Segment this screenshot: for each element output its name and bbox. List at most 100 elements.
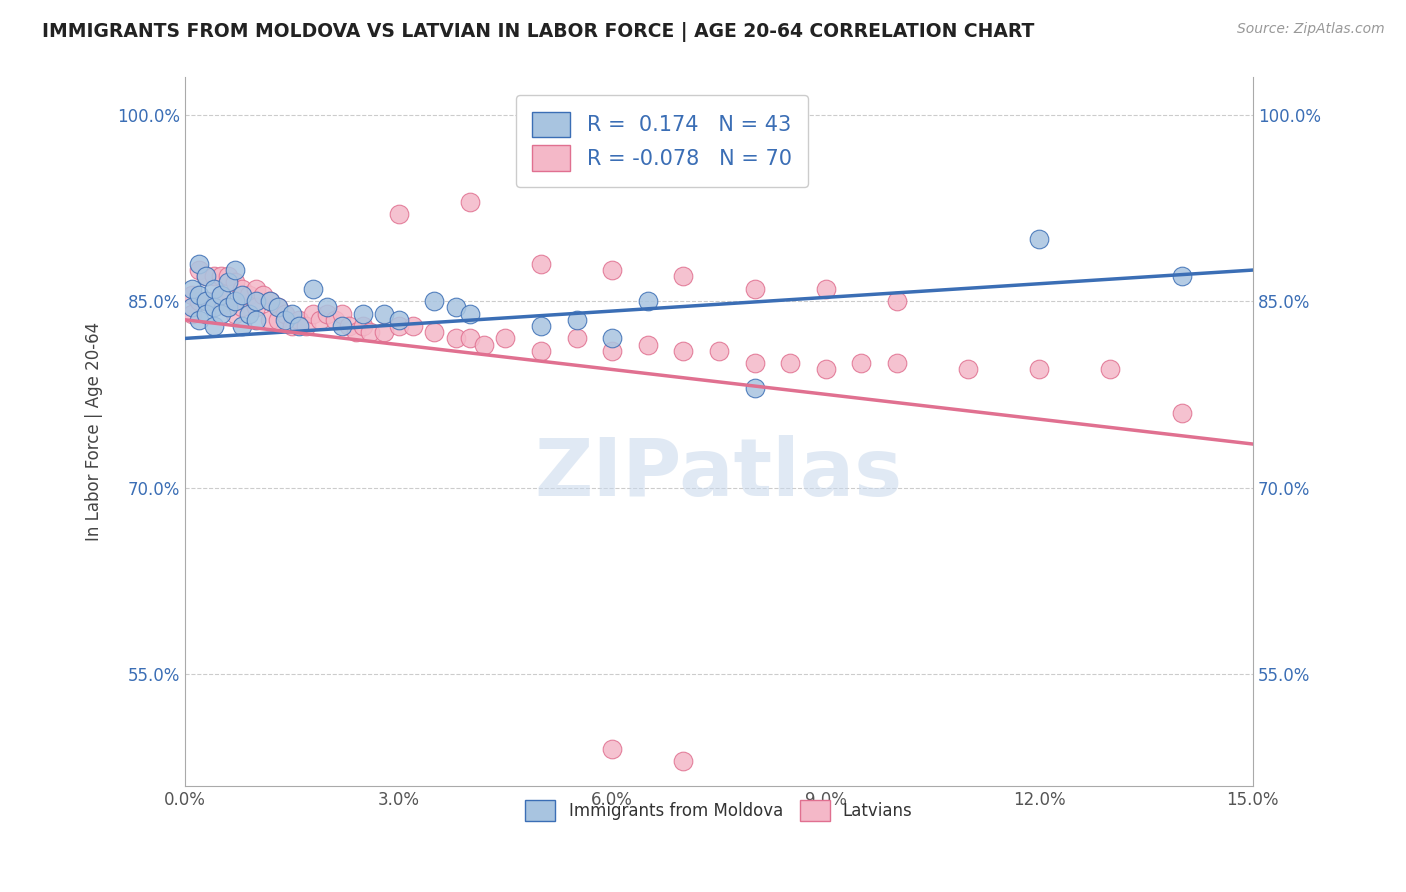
Point bbox=[181, 301, 204, 315]
Point bbox=[302, 307, 325, 321]
Point bbox=[238, 307, 260, 321]
Point bbox=[195, 294, 218, 309]
Point bbox=[188, 257, 211, 271]
Point bbox=[672, 343, 695, 358]
Point bbox=[1170, 406, 1192, 420]
Point bbox=[444, 331, 467, 345]
Point bbox=[281, 307, 304, 321]
Point bbox=[202, 282, 225, 296]
Point bbox=[744, 282, 766, 296]
Point bbox=[494, 331, 516, 345]
Point bbox=[637, 337, 659, 351]
Point bbox=[195, 307, 218, 321]
Point bbox=[245, 282, 267, 296]
Point bbox=[195, 269, 218, 284]
Point bbox=[309, 312, 332, 326]
Point bbox=[423, 325, 446, 339]
Point bbox=[814, 362, 837, 376]
Point bbox=[209, 307, 232, 321]
Point bbox=[188, 263, 211, 277]
Point bbox=[600, 331, 623, 345]
Point bbox=[330, 318, 353, 333]
Point bbox=[1170, 269, 1192, 284]
Point bbox=[252, 288, 274, 302]
Point bbox=[195, 269, 218, 284]
Point bbox=[402, 318, 425, 333]
Point bbox=[266, 301, 288, 315]
Point bbox=[388, 207, 411, 221]
Point bbox=[245, 312, 267, 326]
Point bbox=[231, 282, 253, 296]
Point bbox=[188, 294, 211, 309]
Point bbox=[217, 301, 239, 315]
Point bbox=[388, 312, 411, 326]
Point bbox=[323, 312, 346, 326]
Text: Source: ZipAtlas.com: Source: ZipAtlas.com bbox=[1237, 22, 1385, 37]
Point bbox=[458, 307, 481, 321]
Point bbox=[744, 381, 766, 395]
Point bbox=[851, 356, 873, 370]
Point bbox=[779, 356, 801, 370]
Point bbox=[530, 257, 553, 271]
Point bbox=[288, 312, 311, 326]
Point bbox=[217, 276, 239, 290]
Point bbox=[224, 294, 246, 309]
Point bbox=[224, 263, 246, 277]
Point bbox=[273, 307, 295, 321]
Point bbox=[637, 294, 659, 309]
Point bbox=[600, 263, 623, 277]
Point bbox=[316, 301, 339, 315]
Point bbox=[352, 318, 374, 333]
Point bbox=[458, 194, 481, 209]
Point bbox=[707, 343, 730, 358]
Point bbox=[188, 312, 211, 326]
Point bbox=[886, 356, 908, 370]
Point bbox=[231, 301, 253, 315]
Point bbox=[181, 288, 204, 302]
Point bbox=[209, 288, 232, 302]
Point bbox=[245, 294, 267, 309]
Point bbox=[600, 343, 623, 358]
Point bbox=[565, 312, 588, 326]
Point bbox=[423, 294, 446, 309]
Point bbox=[266, 301, 288, 315]
Point bbox=[202, 301, 225, 315]
Point bbox=[288, 318, 311, 333]
Point bbox=[672, 269, 695, 284]
Point bbox=[530, 343, 553, 358]
Point bbox=[202, 318, 225, 333]
Point bbox=[600, 741, 623, 756]
Point bbox=[337, 318, 360, 333]
Y-axis label: In Labor Force | Age 20-64: In Labor Force | Age 20-64 bbox=[86, 322, 103, 541]
Point bbox=[444, 301, 467, 315]
Point bbox=[672, 754, 695, 768]
Point bbox=[472, 337, 495, 351]
Text: ZIPatlas: ZIPatlas bbox=[534, 435, 903, 513]
Point bbox=[224, 307, 246, 321]
Point bbox=[1099, 362, 1122, 376]
Text: IMMIGRANTS FROM MOLDOVA VS LATVIAN IN LABOR FORCE | AGE 20-64 CORRELATION CHART: IMMIGRANTS FROM MOLDOVA VS LATVIAN IN LA… bbox=[42, 22, 1035, 42]
Point bbox=[1028, 362, 1050, 376]
Point bbox=[295, 318, 318, 333]
Point bbox=[266, 312, 288, 326]
Point bbox=[744, 356, 766, 370]
Point bbox=[238, 288, 260, 302]
Point bbox=[181, 282, 204, 296]
Legend: Immigrants from Moldova, Latvians: Immigrants from Moldova, Latvians bbox=[512, 787, 927, 834]
Point bbox=[181, 307, 204, 321]
Point bbox=[209, 269, 232, 284]
Point bbox=[231, 288, 253, 302]
Point bbox=[273, 312, 295, 326]
Point bbox=[344, 325, 367, 339]
Point bbox=[373, 325, 395, 339]
Point bbox=[245, 301, 267, 315]
Point bbox=[957, 362, 980, 376]
Point bbox=[565, 331, 588, 345]
Point bbox=[458, 331, 481, 345]
Point bbox=[1028, 232, 1050, 246]
Point bbox=[217, 269, 239, 284]
Point bbox=[352, 307, 374, 321]
Point bbox=[202, 269, 225, 284]
Point bbox=[195, 294, 218, 309]
Point bbox=[359, 325, 381, 339]
